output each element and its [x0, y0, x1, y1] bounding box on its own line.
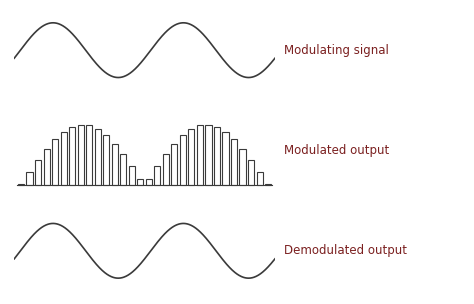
- Bar: [18, 184, 24, 185]
- Bar: [214, 127, 220, 185]
- Bar: [154, 166, 160, 185]
- Bar: [103, 135, 109, 185]
- Text: Modulating signal: Modulating signal: [284, 44, 389, 57]
- Bar: [205, 125, 211, 185]
- Bar: [180, 135, 186, 185]
- Bar: [137, 179, 143, 185]
- Bar: [146, 179, 152, 185]
- Text: Demodulated output: Demodulated output: [284, 244, 407, 257]
- Bar: [44, 149, 50, 185]
- Bar: [222, 132, 228, 185]
- Bar: [171, 143, 177, 185]
- Bar: [248, 160, 254, 185]
- Bar: [52, 139, 58, 185]
- Bar: [163, 154, 169, 185]
- Bar: [61, 132, 67, 185]
- Bar: [231, 139, 237, 185]
- Bar: [69, 127, 75, 185]
- Bar: [86, 126, 92, 185]
- Bar: [35, 160, 41, 185]
- Bar: [197, 126, 203, 185]
- Bar: [27, 172, 33, 185]
- Bar: [78, 125, 84, 185]
- Bar: [129, 166, 135, 185]
- Bar: [265, 184, 271, 185]
- Text: Modulated output: Modulated output: [284, 144, 390, 157]
- Bar: [112, 143, 118, 185]
- Bar: [95, 129, 101, 185]
- Bar: [256, 172, 263, 185]
- Bar: [188, 129, 194, 185]
- Bar: [120, 154, 127, 185]
- Bar: [239, 149, 246, 185]
